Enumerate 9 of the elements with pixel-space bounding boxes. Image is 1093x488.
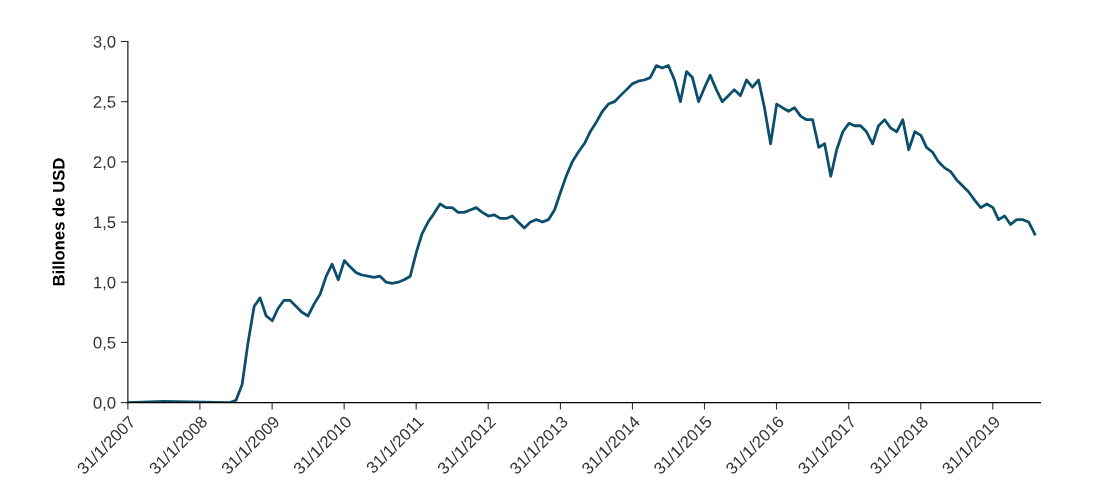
y-tick-label: 1,0 (94, 276, 116, 291)
y-tick-label: 2,0 (93, 156, 116, 171)
line-series (127, 64, 1037, 403)
y-tick-label: 3,0 (93, 35, 116, 50)
y-axis-title: Billones de USD (52, 158, 65, 286)
y-tick-label: 0,5 (93, 336, 116, 351)
y-tick-label: 2,5 (93, 96, 116, 110)
y-tick-label: 1,5 (94, 216, 116, 231)
y-tick-label: 0,0 (93, 397, 116, 411)
